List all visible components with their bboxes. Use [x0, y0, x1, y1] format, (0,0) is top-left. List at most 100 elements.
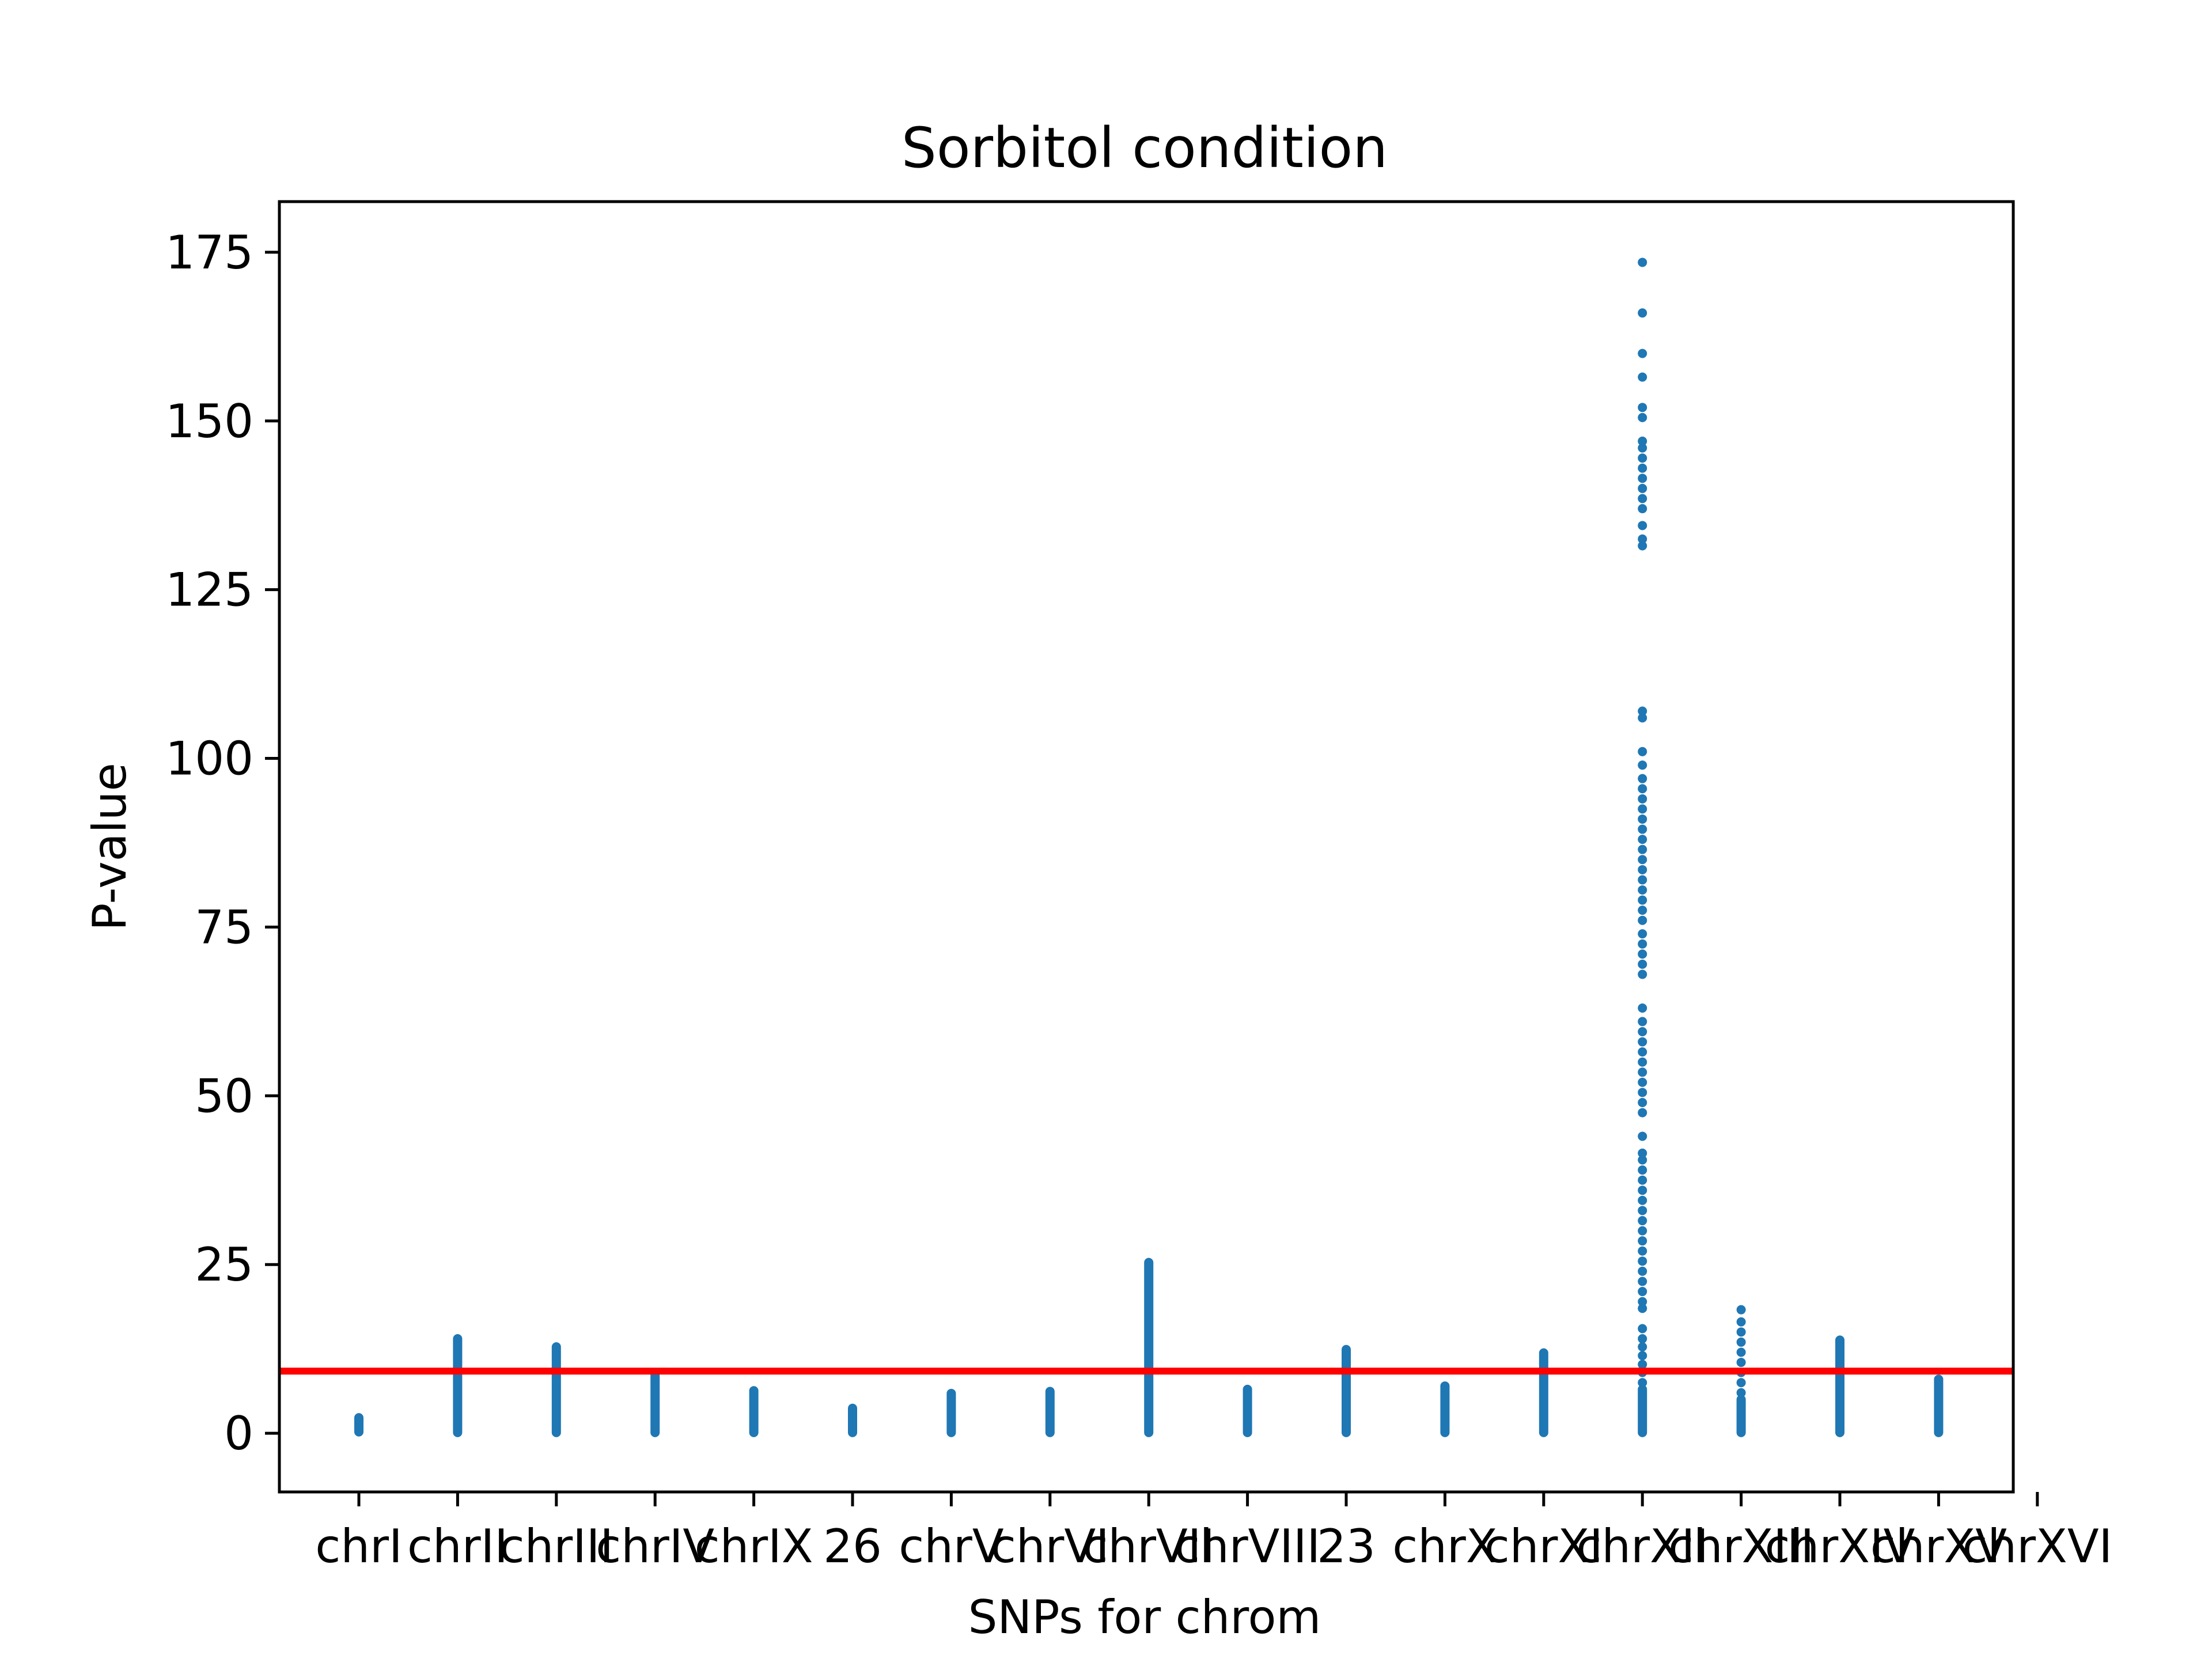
- snp-point: [1638, 463, 1647, 473]
- snp-point: [1638, 969, 1647, 979]
- snp-point: [1638, 1057, 1647, 1067]
- snp-point: [1736, 1327, 1746, 1337]
- x-tick-label: chrVI: [991, 1520, 1109, 1573]
- x-axis-label: SNPs for chrom: [968, 1590, 1321, 1644]
- snp-point: [1638, 372, 1647, 382]
- snp-point: [1638, 865, 1647, 874]
- snp-point: [1638, 1226, 1647, 1236]
- snp-point: [1638, 257, 1647, 267]
- snp-point: [1638, 760, 1647, 770]
- y-tick-label: 75: [195, 900, 253, 954]
- y-tick-label: 0: [224, 1407, 253, 1460]
- snp-point: [1638, 436, 1647, 446]
- x-tick-label: chrXII: [1576, 1520, 1709, 1573]
- y-tick-label: 100: [165, 732, 253, 786]
- y-tick-label: 150: [165, 395, 253, 448]
- x-tick-label: chrVII: [1082, 1520, 1215, 1573]
- snp-point: [1638, 483, 1647, 493]
- snp-point: [1638, 959, 1647, 969]
- snp-point: [1638, 855, 1647, 865]
- snp-point: [1638, 949, 1647, 959]
- snp-point: [1638, 1378, 1647, 1388]
- snp-point: [1638, 1131, 1647, 1141]
- snp-point: [1638, 1324, 1647, 1334]
- snp-point: [1638, 521, 1647, 531]
- x-tick-label: chrX: [1392, 1520, 1497, 1573]
- snp-point: [1638, 1256, 1647, 1266]
- snp-point: [1638, 1067, 1647, 1077]
- snp-point: [1736, 1305, 1746, 1315]
- data-marks: [354, 257, 1944, 1437]
- snp-point: [1736, 1317, 1746, 1327]
- snp-point: [1638, 308, 1647, 318]
- snp-point: [1638, 784, 1647, 794]
- snp-point: [1638, 1027, 1647, 1037]
- snp-point: [1638, 403, 1647, 412]
- x-tick-label: chrII: [407, 1520, 508, 1573]
- snp-point: [1638, 494, 1647, 503]
- snp-point: [1638, 443, 1647, 453]
- x-tick-label: chrIX: [695, 1520, 813, 1573]
- snp-point: [1638, 474, 1647, 483]
- chart-title: Sorbitol condition: [902, 116, 1388, 180]
- snp-point: [1736, 1358, 1746, 1368]
- snp-point: [1638, 1088, 1647, 1097]
- snp-point: [1638, 1246, 1647, 1256]
- snp-point: [1638, 814, 1647, 824]
- snp-point: [1638, 1304, 1647, 1313]
- snp-point: [1736, 1388, 1746, 1397]
- snp-point: [1638, 1334, 1647, 1344]
- snp-point: [1638, 835, 1647, 844]
- snp-point: [1638, 885, 1647, 895]
- snp-point: [1736, 1337, 1746, 1347]
- snp-point: [1638, 1266, 1647, 1276]
- x-tick-label: chrV: [899, 1520, 1004, 1573]
- x-tick-label: chrXVI: [1962, 1520, 2112, 1573]
- snp-point: [1736, 1378, 1746, 1388]
- x-tick-label: 26: [823, 1520, 882, 1573]
- snp-point: [1638, 1017, 1647, 1027]
- snp-point: [1638, 706, 1647, 716]
- snp-point: [1638, 1206, 1647, 1215]
- snp-point: [1638, 824, 1647, 834]
- snp-point: [1638, 1359, 1647, 1369]
- snp-point: [1638, 534, 1647, 544]
- snp-point: [1638, 1185, 1647, 1195]
- snp-point: [1638, 1165, 1647, 1175]
- snp-point: [1638, 713, 1647, 723]
- snp-point: [1638, 1216, 1647, 1226]
- snp-point: [1638, 1155, 1647, 1165]
- snp-point: [1638, 906, 1647, 915]
- snp-point: [1638, 504, 1647, 514]
- y-axis-label: P-value: [83, 763, 137, 931]
- snp-point: [1638, 1297, 1647, 1306]
- x-tick-label: chrXIV: [1765, 1520, 1915, 1573]
- snp-point: [1638, 794, 1647, 804]
- snp-point: [1638, 1287, 1647, 1297]
- x-tick-label: chrIII: [499, 1520, 613, 1573]
- x-tick-label: chrXI: [1484, 1520, 1603, 1573]
- snp-point: [1638, 349, 1647, 358]
- snp-point: [1638, 1047, 1647, 1057]
- snp-point: [1638, 541, 1647, 551]
- y-tick-label: 25: [195, 1238, 253, 1291]
- snp-point: [1638, 1148, 1647, 1158]
- snp-point: [1638, 875, 1647, 885]
- x-tick-label: chrXIII: [1668, 1520, 1814, 1573]
- snp-point: [1638, 929, 1647, 939]
- x-tick-label: chrVIII: [1175, 1520, 1320, 1573]
- snp-point: [1736, 1347, 1746, 1357]
- snp-point: [1638, 1108, 1647, 1118]
- snp-point: [1638, 915, 1647, 925]
- snp-point: [1638, 412, 1647, 422]
- snp-point: [1638, 1003, 1647, 1013]
- snp-point: [1638, 1236, 1647, 1246]
- snp-point: [1638, 747, 1647, 756]
- x-tick-label: 23: [1317, 1520, 1376, 1573]
- y-tick-label: 175: [165, 226, 253, 279]
- snp-point: [1638, 844, 1647, 854]
- snp-point: [1638, 1351, 1647, 1361]
